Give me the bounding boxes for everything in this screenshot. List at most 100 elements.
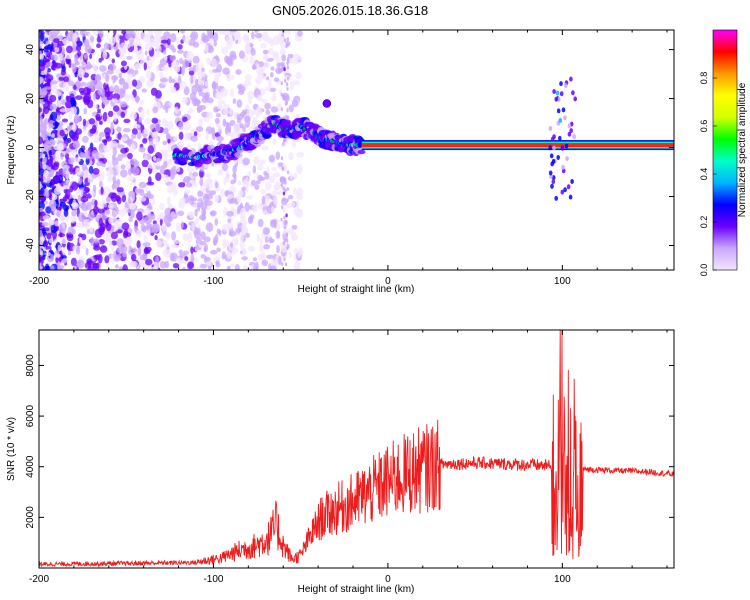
noise-point xyxy=(184,256,189,261)
noise-point xyxy=(155,42,160,51)
noise-point xyxy=(199,263,208,269)
noise-point xyxy=(168,101,172,107)
noise-point xyxy=(213,240,217,246)
noise-point xyxy=(168,62,172,68)
noise-point xyxy=(143,207,151,216)
noise-point xyxy=(294,80,300,86)
noise-point xyxy=(126,175,135,182)
noise-point xyxy=(108,217,114,225)
noise-point xyxy=(45,265,51,270)
noise-point xyxy=(39,41,44,46)
noise-point xyxy=(49,103,58,111)
noise-point xyxy=(145,258,153,266)
noise-point xyxy=(217,168,223,176)
noise-point xyxy=(42,106,50,115)
noise-point xyxy=(232,173,237,178)
noise-point xyxy=(268,154,276,163)
noise-point xyxy=(104,255,110,264)
noise-point xyxy=(72,140,80,149)
noise-point xyxy=(210,250,218,255)
noise-point xyxy=(181,65,185,76)
noise-point xyxy=(173,136,179,142)
track-halo xyxy=(357,149,366,155)
noise-point xyxy=(245,232,250,238)
noise-point xyxy=(89,53,93,60)
noise-point xyxy=(39,88,47,98)
noise-point xyxy=(230,74,235,80)
noise-point xyxy=(265,109,271,115)
noise-point xyxy=(226,132,232,137)
noise-point xyxy=(144,42,153,51)
noise-point xyxy=(177,210,185,217)
noise-point xyxy=(92,168,100,175)
noise-point xyxy=(217,123,222,131)
noise-point xyxy=(104,147,110,153)
noise-point xyxy=(177,49,184,54)
noise-point xyxy=(161,239,168,245)
noise-point xyxy=(128,216,133,222)
noise-point xyxy=(229,197,238,204)
noise-point xyxy=(127,68,135,76)
noise-point xyxy=(57,266,63,270)
noise-point xyxy=(296,164,303,175)
x-tick-label: 0 xyxy=(385,574,391,585)
noise-point xyxy=(45,251,51,257)
noise-point xyxy=(54,220,59,227)
noise-point xyxy=(272,137,277,145)
noise-point xyxy=(136,131,142,140)
noise-point xyxy=(108,63,117,71)
noise-point xyxy=(293,187,297,196)
noise-point xyxy=(103,139,108,146)
noise-point xyxy=(252,257,257,262)
noise-point xyxy=(108,84,116,92)
noise-point xyxy=(138,117,143,123)
noise-point xyxy=(190,75,194,84)
noise-point xyxy=(143,128,149,135)
noise-point xyxy=(132,79,138,87)
noise-point xyxy=(106,196,111,203)
noise-point xyxy=(54,91,62,97)
noise-point xyxy=(88,32,92,38)
noise-point xyxy=(186,51,194,61)
noise-point xyxy=(182,233,189,242)
noise-point xyxy=(43,141,52,148)
noise-point xyxy=(42,254,46,261)
noise-point xyxy=(68,157,75,163)
noise-point xyxy=(199,177,204,186)
noise-point xyxy=(120,169,128,178)
noise-point xyxy=(116,187,124,193)
noise-point xyxy=(149,81,154,86)
noise-point xyxy=(114,34,119,43)
noise-point xyxy=(126,55,133,61)
noise-point xyxy=(226,56,233,66)
noise-point xyxy=(148,30,154,37)
noise-point xyxy=(282,191,286,196)
noise-point xyxy=(254,184,260,190)
noise-point xyxy=(230,179,235,185)
noise-point xyxy=(200,201,208,211)
noise-point xyxy=(136,240,141,249)
noise-point xyxy=(287,194,294,200)
noise-point xyxy=(45,74,54,82)
noise-point xyxy=(39,32,45,42)
noise-point xyxy=(129,111,137,120)
spur-point xyxy=(548,170,553,176)
noise-point xyxy=(237,189,244,198)
noise-point xyxy=(291,224,298,230)
noise-point xyxy=(117,153,123,162)
noise-point xyxy=(264,30,268,41)
noise-point xyxy=(165,106,169,114)
noise-point xyxy=(198,87,202,97)
noise-point xyxy=(285,204,292,209)
noise-point xyxy=(224,190,229,197)
noise-point xyxy=(179,57,183,64)
spectrogram-frame xyxy=(38,29,675,271)
noise-point xyxy=(148,193,154,200)
y-tick-label: 8000 xyxy=(25,354,36,377)
noise-point xyxy=(85,157,90,165)
noise-point xyxy=(281,244,287,253)
noise-point xyxy=(277,102,282,111)
noise-point xyxy=(284,180,287,185)
colorbar-tick-label: 0.6 xyxy=(699,120,709,133)
noise-point xyxy=(90,190,95,197)
